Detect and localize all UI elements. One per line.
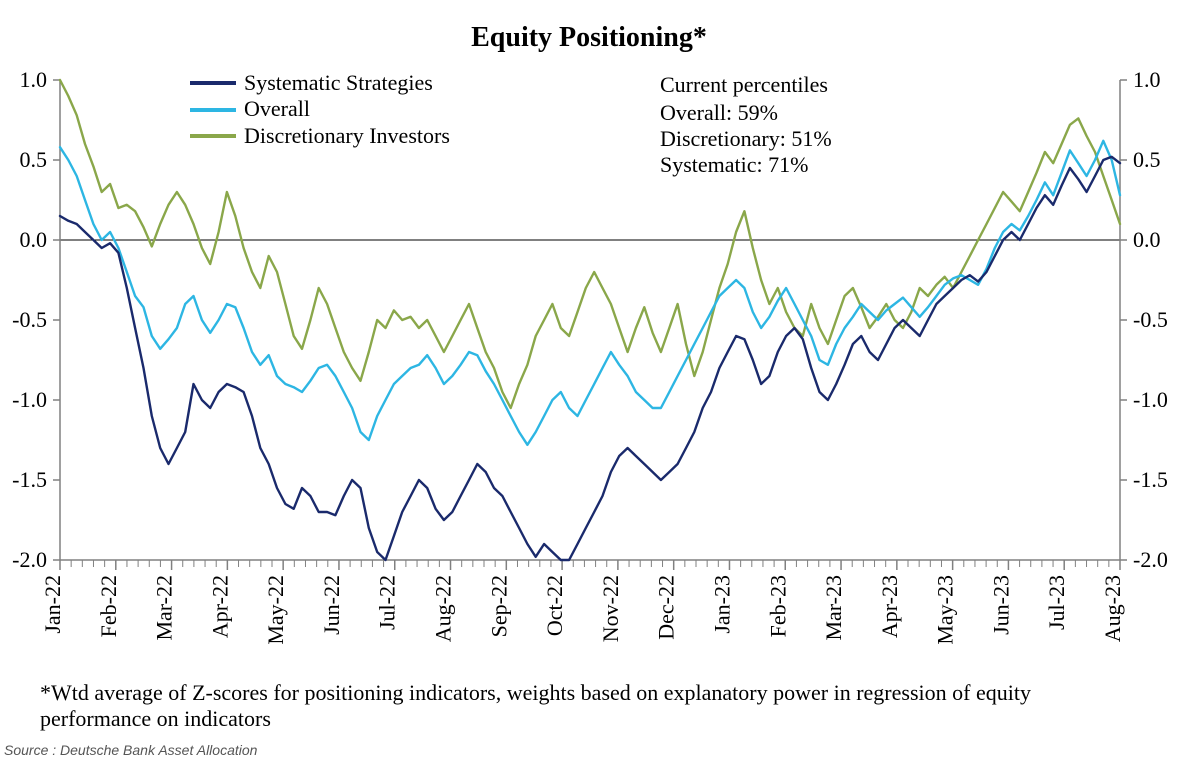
y-tick-label-left: -0.5	[12, 307, 47, 332]
y-tick-label-right: -2.0	[1133, 547, 1168, 572]
series-systematic	[60, 157, 1120, 560]
chart-plot: -2.0-2.0-1.5-1.5-1.0-1.0-0.5-0.50.00.00.…	[60, 70, 1120, 560]
y-tick-label-left: 0.0	[20, 227, 48, 252]
x-tick-label: Aug-23	[1100, 575, 1125, 642]
chart-container: Equity Positioning* Systematic Strategie…	[0, 0, 1178, 762]
chart-title: Equity Positioning*	[0, 22, 1178, 54]
y-tick-label-left: -1.0	[12, 387, 47, 412]
y-tick-label-right: 0.5	[1133, 147, 1161, 172]
y-tick-label-right: 1.0	[1133, 67, 1161, 92]
series-overall	[60, 141, 1120, 445]
x-tick-label: May-23	[933, 575, 958, 645]
x-tick-label: Sep-22	[486, 575, 511, 637]
chart-footnote: *Wtd average of Z-scores for positioning…	[40, 680, 1060, 732]
x-tick-label: Jul-22	[375, 575, 400, 630]
y-tick-label-left: 1.0	[20, 67, 48, 92]
x-tick-label: Dec-22	[654, 575, 679, 640]
series-discretionary	[60, 80, 1120, 408]
x-tick-label: Jun-22	[319, 575, 344, 635]
x-tick-label: Jan-22	[40, 575, 65, 634]
x-tick-label: Nov-22	[598, 575, 623, 642]
y-tick-label-right: -1.0	[1133, 387, 1168, 412]
y-tick-label-right: -1.5	[1133, 467, 1168, 492]
y-tick-label-right: -0.5	[1133, 307, 1168, 332]
chart-svg: -2.0-2.0-1.5-1.5-1.0-1.0-0.5-0.50.00.00.…	[60, 70, 1120, 690]
x-tick-label: Jun-23	[988, 575, 1013, 635]
x-tick-label: Jan-23	[709, 575, 734, 634]
x-tick-label: Aug-22	[431, 575, 456, 642]
x-tick-label: Mar-23	[821, 575, 846, 641]
x-tick-label: Feb-22	[96, 575, 121, 637]
y-tick-label-right: 0.0	[1133, 227, 1161, 252]
x-tick-label: Apr-22	[207, 575, 232, 638]
x-tick-label: Jul-23	[1044, 575, 1069, 630]
y-tick-label-left: 0.5	[20, 147, 48, 172]
chart-source: Source : Deutsche Bank Asset Allocation	[4, 742, 257, 758]
y-tick-label-left: -1.5	[12, 467, 47, 492]
x-tick-label: May-22	[263, 575, 288, 645]
x-tick-label: Mar-22	[152, 575, 177, 641]
x-tick-label: Feb-23	[765, 575, 790, 637]
x-tick-label: Oct-22	[542, 575, 567, 636]
x-tick-label: Apr-23	[877, 575, 902, 638]
y-tick-label-left: -2.0	[12, 547, 47, 572]
